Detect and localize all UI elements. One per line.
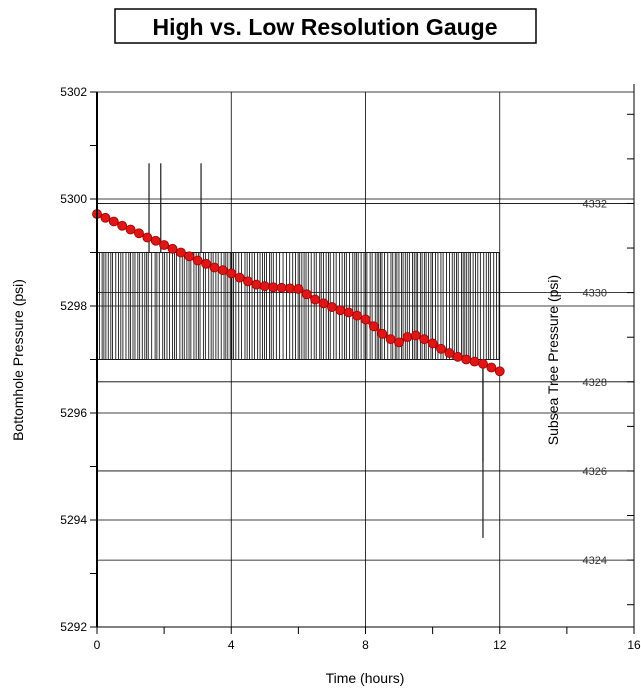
data-point: [125, 224, 136, 235]
data-point: [209, 262, 220, 273]
data-point: [394, 337, 404, 348]
data-point: [352, 310, 363, 321]
data-point: [159, 240, 170, 250]
data-point: [368, 321, 379, 332]
data-point: [486, 362, 497, 373]
data-point: [108, 216, 119, 227]
data-point: [335, 305, 346, 316]
data-point: [142, 232, 153, 243]
data-point: [478, 358, 488, 369]
data-point: [167, 243, 178, 254]
data-point: [310, 294, 321, 305]
y-tick-label: 5300: [60, 192, 87, 206]
chart-title-box: [114, 8, 537, 44]
data-point: [293, 283, 304, 294]
y-tick-label: 5296: [60, 406, 87, 420]
data-point: [176, 247, 186, 258]
data-point: [377, 328, 388, 339]
x-tick-label: 8: [362, 638, 369, 652]
data-point: [452, 351, 463, 362]
data-point: [226, 268, 237, 279]
y-tick-label: 5302: [60, 85, 87, 99]
data-point: [234, 272, 245, 283]
y-tick-label: 5298: [60, 299, 87, 313]
data-point: [410, 330, 421, 341]
data-point: [201, 258, 211, 269]
data-point: [150, 235, 161, 246]
data-point: [251, 279, 262, 290]
data-point: [301, 289, 312, 300]
x-tick-label: 4: [228, 638, 235, 652]
data-point: [134, 228, 144, 239]
y-tick-label: 5294: [60, 513, 87, 527]
x-axis-title: Time (hours): [326, 670, 405, 686]
data-point: [461, 354, 472, 365]
y2-tick-label: 4324: [583, 555, 607, 567]
y2-tick-label: 4326: [583, 466, 607, 478]
y-tick-label: 5292: [60, 620, 87, 634]
data-point: [276, 282, 287, 293]
data-point: [494, 366, 505, 377]
data-point: [402, 332, 413, 342]
data-point: [360, 314, 371, 325]
data-point: [436, 343, 446, 354]
data-point: [184, 251, 195, 262]
data-point: [327, 302, 337, 312]
y2-tick-label: 4330: [583, 288, 607, 300]
data-point: [419, 334, 430, 345]
data-point: [259, 281, 270, 292]
y2-tick-label: 4332: [583, 198, 607, 210]
data-point: [192, 255, 203, 266]
data-point: [469, 356, 480, 367]
data-point: [100, 212, 111, 223]
tick-labels-layer: 0 4 8 12 16 5292 5294 5296 5298 5300 5302 4324 4326 4…: [60, 85, 641, 652]
data-point: [343, 307, 354, 318]
data-point: [444, 348, 455, 358]
chart-title: High vs. Low Resolution Gauge: [152, 14, 497, 40]
x-tick-label: 16: [627, 638, 641, 652]
data-point: [285, 283, 295, 294]
y2-tick-label: 4328: [583, 377, 607, 389]
data-point: [268, 282, 279, 293]
x-tick-label: 0: [94, 638, 101, 652]
data-point: [427, 338, 438, 349]
data-point: [385, 334, 396, 345]
data-point: [318, 298, 329, 309]
x-tick-label: 12: [493, 638, 507, 652]
data-point: [117, 220, 128, 231]
chart-title-group: High vs. Low Resolution Gauge: [114, 8, 537, 44]
y2-axis-title: Subsea Tree Pressure (psi): [545, 275, 561, 445]
data-point: [217, 265, 228, 276]
data-point: [243, 276, 253, 287]
y-axis-title: Bottomhole Pressure (psi): [10, 279, 26, 441]
point-series-layer: [92, 209, 505, 377]
axes-layer: [90, 84, 635, 634]
